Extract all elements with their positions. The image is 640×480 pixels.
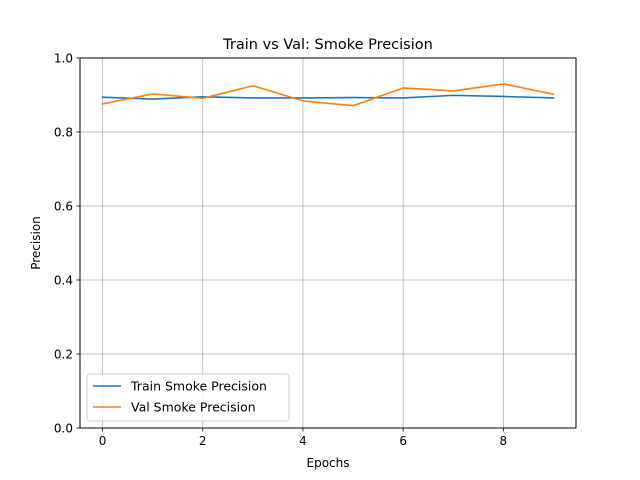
grid (80, 57, 576, 429)
y-tick-label: 0.8 (54, 125, 73, 139)
series-line-1 (101, 83, 555, 107)
y-tick-label: 1.0 (54, 51, 73, 65)
chart-title: Train vs Val: Smoke Precision (222, 37, 433, 53)
x-axis-label: Epochs (307, 456, 350, 470)
plot-frame (79, 57, 577, 429)
y-axis-ticks: 0.0 0.2 0.4 0.6 0.8 1.0 (54, 51, 80, 435)
x-tick-label: 6 (399, 434, 407, 448)
series-line-0 (101, 94, 555, 100)
y-tick-label: 0.2 (54, 347, 73, 361)
x-tick-label: 2 (199, 434, 207, 448)
x-tick-label: 0 (99, 434, 107, 448)
legend-label-0: Train Smoke Precision (130, 379, 267, 394)
y-tick-label: 0.0 (54, 421, 73, 435)
y-tick-label: 0.6 (54, 199, 73, 213)
x-tick-label: 4 (299, 434, 307, 448)
y-tick-label: 0.4 (54, 273, 73, 287)
x-axis-ticks: 0 2 4 6 8 (99, 428, 507, 448)
legend: Train Smoke Precision Val Smoke Precision (86, 373, 290, 422)
x-tick-label: 8 (500, 434, 508, 448)
y-axis-label: Precision (29, 216, 43, 270)
series-lines (101, 83, 555, 107)
legend-box (86, 373, 290, 422)
legend-label-1: Val Smoke Precision (131, 400, 256, 415)
